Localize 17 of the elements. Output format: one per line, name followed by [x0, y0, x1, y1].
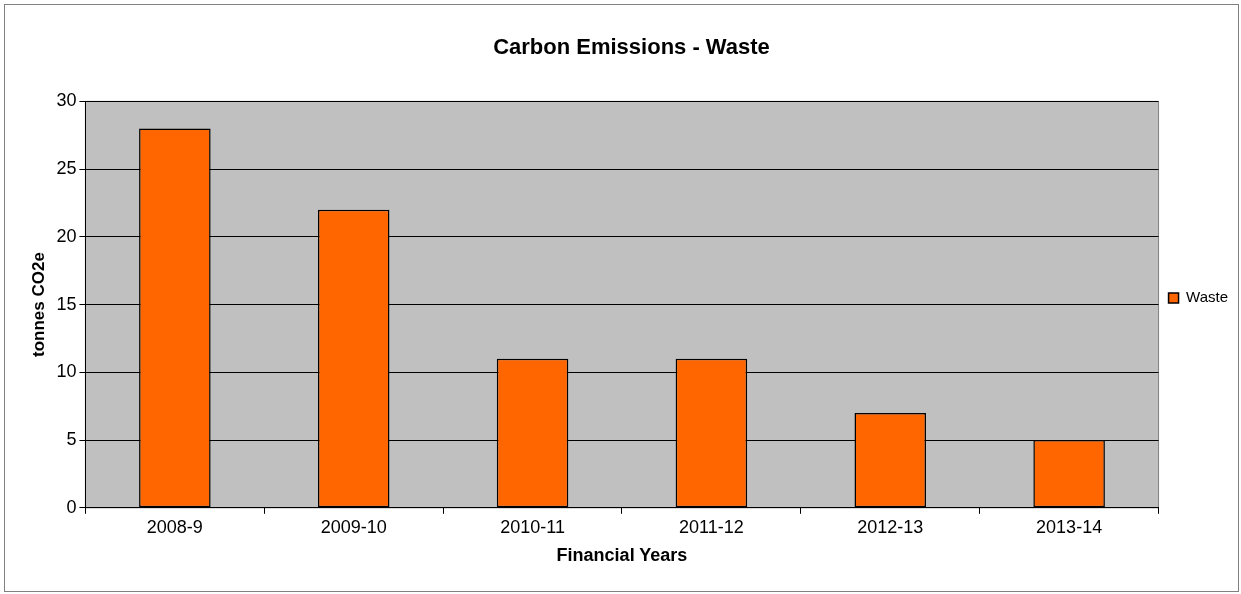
x-tick-label: 2008-9 — [146, 516, 203, 537]
y-tick-label: 20 — [56, 225, 77, 246]
x-tick-label: 2012-13 — [857, 516, 924, 537]
y-tick-label: 15 — [56, 293, 77, 314]
y-tick-label: 30 — [56, 90, 77, 111]
y-tick-label: 25 — [56, 158, 77, 179]
x-axis-title: Financial Years — [556, 545, 688, 566]
chart-title: Carbon Emissions - Waste — [493, 34, 770, 60]
x-tick-label: 2009-10 — [320, 516, 387, 537]
y-tick-label: 10 — [56, 361, 77, 382]
x-tick-label: 2010-11 — [500, 516, 565, 537]
legend-label: Waste — [1186, 288, 1228, 306]
x-tick-label: 2011-12 — [679, 516, 744, 537]
y-tick-label: 5 — [66, 429, 77, 450]
y-axis-title: tonnes CO2e — [28, 252, 48, 358]
y-tick-label: 0 — [66, 496, 77, 517]
x-tick-label: 2013-14 — [1036, 516, 1103, 537]
